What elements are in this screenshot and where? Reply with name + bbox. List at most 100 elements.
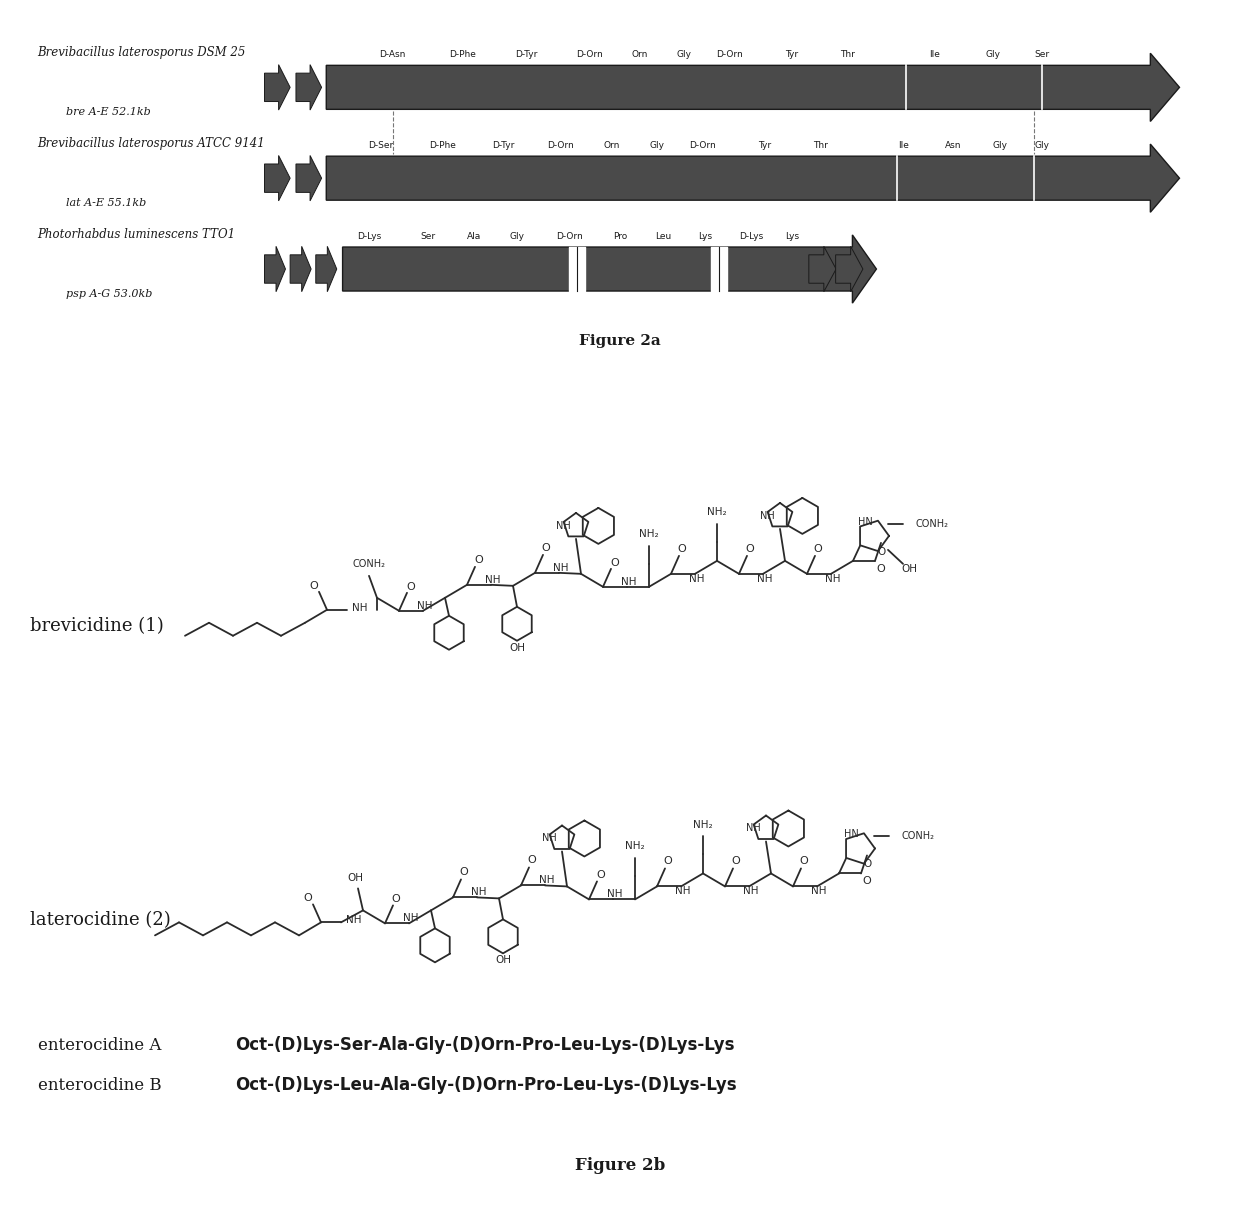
Polygon shape — [290, 246, 311, 291]
Text: Lys: Lys — [785, 232, 800, 240]
Text: D-Lys: D-Lys — [739, 232, 764, 240]
Text: O: O — [542, 542, 551, 553]
Text: O: O — [863, 859, 872, 870]
Text: NH: NH — [743, 887, 759, 896]
Text: Oct-(D)Lys-Ser-Ala-Gly-(D)Orn-Pro-Leu-Lys-(D)Lys-Lys: Oct-(D)Lys-Ser-Ala-Gly-(D)Orn-Pro-Leu-Ly… — [236, 1036, 734, 1055]
Text: NH: NH — [621, 577, 637, 587]
Text: Ala: Ala — [467, 232, 481, 240]
Text: O: O — [663, 856, 672, 866]
Polygon shape — [326, 144, 1179, 213]
Text: O: O — [304, 894, 312, 904]
Text: D-Orn: D-Orn — [557, 232, 583, 240]
Text: O: O — [863, 877, 872, 887]
Text: NH: NH — [346, 916, 362, 925]
Text: Brevibacillus laterosporus DSM 25: Brevibacillus laterosporus DSM 25 — [37, 46, 246, 59]
Text: Gly: Gly — [1034, 141, 1049, 150]
Text: D-Tyr: D-Tyr — [516, 50, 538, 59]
Text: D-Phe: D-Phe — [449, 50, 476, 59]
Text: NH: NH — [403, 913, 419, 923]
Text: NH: NH — [826, 574, 841, 583]
Text: enterocidine B: enterocidine B — [38, 1076, 161, 1093]
Text: brevicidine (1): brevicidine (1) — [30, 617, 164, 634]
Text: Pro: Pro — [613, 232, 627, 240]
Text: O: O — [677, 544, 687, 553]
Text: Figure 2a: Figure 2a — [579, 335, 661, 348]
Text: NH: NH — [689, 574, 704, 583]
Text: Tyr: Tyr — [758, 141, 771, 150]
Polygon shape — [836, 246, 863, 291]
Text: Gly: Gly — [677, 50, 692, 59]
Text: OH: OH — [347, 873, 363, 883]
Polygon shape — [342, 234, 877, 303]
Text: CONH₂: CONH₂ — [352, 559, 386, 569]
Text: NH: NH — [539, 876, 554, 885]
Text: O: O — [877, 564, 885, 574]
Text: D-Ser: D-Ser — [368, 141, 393, 150]
Text: D-Orn: D-Orn — [717, 50, 743, 59]
Text: CONH₂: CONH₂ — [901, 831, 934, 842]
Text: NH: NH — [471, 888, 487, 898]
Text: Gly: Gly — [986, 50, 1001, 59]
Polygon shape — [326, 53, 1179, 122]
Text: Asn: Asn — [945, 141, 961, 150]
Text: Gly: Gly — [992, 141, 1007, 150]
Text: Tyr: Tyr — [785, 50, 797, 59]
Text: NH: NH — [417, 600, 433, 611]
Text: Figure 2b: Figure 2b — [575, 1156, 665, 1173]
Text: HN: HN — [843, 830, 858, 840]
Text: O: O — [392, 894, 401, 905]
Text: O: O — [610, 558, 619, 568]
Text: O: O — [732, 856, 740, 866]
Text: O: O — [877, 547, 885, 557]
Text: O: O — [813, 544, 822, 553]
Text: O: O — [310, 581, 319, 591]
Text: NH: NH — [745, 824, 760, 834]
Text: O: O — [800, 856, 808, 866]
Text: NH₂: NH₂ — [693, 819, 713, 830]
Polygon shape — [808, 246, 836, 291]
Text: lat A-E 55.1kb: lat A-E 55.1kb — [67, 198, 146, 208]
Text: Photorhabdus luminescens TTO1: Photorhabdus luminescens TTO1 — [37, 227, 236, 240]
Text: D-Orn: D-Orn — [547, 141, 574, 150]
Text: Gly: Gly — [650, 141, 665, 150]
Text: Gly: Gly — [510, 232, 525, 240]
Text: NH: NH — [553, 563, 569, 573]
Text: Ser: Ser — [420, 232, 435, 240]
Text: laterocidine (2): laterocidine (2) — [30, 911, 171, 929]
Text: Ile: Ile — [898, 141, 909, 150]
Text: Leu: Leu — [655, 232, 671, 240]
Text: D-Lys: D-Lys — [357, 232, 382, 240]
Polygon shape — [264, 65, 290, 110]
Text: O: O — [745, 544, 754, 553]
Polygon shape — [296, 65, 321, 110]
Text: OH: OH — [901, 564, 918, 574]
Text: CONH₂: CONH₂ — [915, 519, 949, 529]
Text: NH: NH — [760, 511, 774, 521]
Text: OH: OH — [495, 956, 511, 965]
Text: bre A-E 52.1kb: bre A-E 52.1kb — [67, 108, 151, 117]
Text: O: O — [407, 582, 415, 592]
Text: D-Orn: D-Orn — [577, 50, 603, 59]
Text: NH: NH — [608, 889, 622, 900]
Text: D-Phe: D-Phe — [429, 141, 456, 150]
Text: NH₂: NH₂ — [707, 507, 727, 517]
Text: Ser: Ser — [1034, 50, 1049, 59]
Text: NH: NH — [811, 887, 827, 896]
Text: HN: HN — [858, 517, 873, 527]
Text: NH₂: NH₂ — [625, 842, 645, 852]
Text: NH₂: NH₂ — [639, 529, 658, 539]
Text: NH: NH — [542, 834, 557, 843]
Text: D-Tyr: D-Tyr — [492, 141, 515, 150]
Text: Oct-(D)Lys-Leu-Ala-Gly-(D)Orn-Pro-Leu-Lys-(D)Lys-Lys: Oct-(D)Lys-Leu-Ala-Gly-(D)Orn-Pro-Leu-Ly… — [236, 1076, 737, 1094]
Polygon shape — [264, 246, 285, 291]
Text: NH: NH — [758, 574, 773, 583]
Polygon shape — [316, 246, 337, 291]
Text: O: O — [528, 855, 537, 865]
Text: Ile: Ile — [929, 50, 940, 59]
Text: OH: OH — [508, 643, 525, 652]
Polygon shape — [264, 156, 290, 201]
Text: Thr: Thr — [813, 141, 828, 150]
Text: NH: NH — [485, 575, 501, 585]
Text: D-Asn: D-Asn — [379, 50, 405, 59]
Text: psp A-G 53.0kb: psp A-G 53.0kb — [67, 289, 153, 298]
